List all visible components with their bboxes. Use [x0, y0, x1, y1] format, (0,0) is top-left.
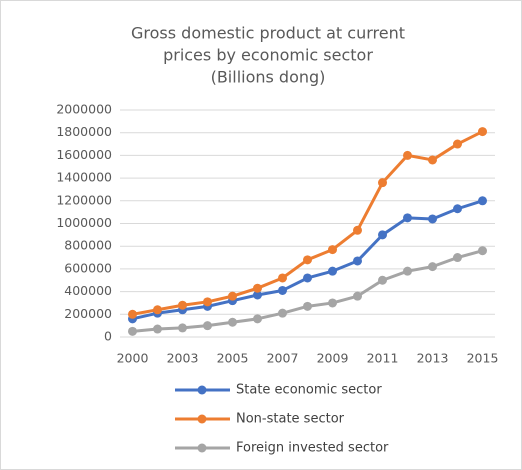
chart-title: (Billions dong) [211, 68, 326, 87]
data-point [403, 266, 412, 276]
x-tick-label: 2013 [417, 351, 449, 366]
data-point [203, 321, 212, 331]
data-point [153, 324, 162, 334]
data-point [428, 214, 437, 224]
y-tick-label: 200000 [64, 306, 112, 321]
legend-label: Non-state sector [236, 412, 345, 427]
data-point [453, 139, 462, 149]
x-tick-label: 2000 [117, 351, 149, 366]
y-tick-label: 600000 [64, 260, 112, 275]
x-tick-label: 2011 [367, 351, 399, 366]
data-point [228, 317, 237, 327]
data-point [253, 283, 262, 293]
data-point [178, 300, 187, 310]
data-point [303, 255, 312, 265]
data-point [178, 323, 187, 333]
data-point [128, 309, 137, 319]
x-tick-label: 2003 [167, 351, 199, 366]
data-point [203, 297, 212, 307]
y-tick-label: 400000 [64, 283, 112, 298]
data-point [253, 290, 262, 300]
data-point [303, 273, 312, 283]
data-point [403, 213, 412, 223]
data-point [328, 266, 337, 276]
data-point [378, 230, 387, 240]
data-point [478, 127, 487, 137]
data-point [328, 298, 337, 308]
data-point [403, 150, 412, 160]
data-point [353, 291, 362, 301]
legend-label: State economic sector [236, 383, 382, 398]
data-point [453, 253, 462, 263]
data-point [378, 178, 387, 188]
x-tick-label: 2005 [217, 351, 249, 366]
y-tick-label: 1800000 [56, 124, 112, 139]
data-point [328, 245, 337, 255]
data-point [478, 246, 487, 256]
data-point [278, 285, 287, 295]
legend-swatch [197, 443, 207, 453]
y-tick-label: 1600000 [56, 147, 112, 162]
y-tick-label: 1000000 [56, 215, 112, 230]
y-tick-label: 1400000 [56, 170, 112, 185]
data-point [303, 301, 312, 311]
data-point [428, 155, 437, 165]
chart-title: Gross domestic product at current [131, 24, 405, 43]
legend-swatch [197, 414, 207, 424]
y-tick-label: 0 [104, 329, 112, 344]
chart-title: prices by economic sector [163, 46, 373, 65]
data-point [378, 275, 387, 285]
x-tick-label: 2015 [467, 351, 499, 366]
x-tick-label: 2007 [267, 351, 299, 366]
x-tick-label: 2009 [317, 351, 349, 366]
data-point [153, 305, 162, 315]
data-point [353, 256, 362, 266]
legend-label: Foreign invested sector [236, 441, 389, 456]
data-point [353, 225, 362, 235]
data-point [278, 308, 287, 318]
data-point [478, 196, 487, 206]
data-point [453, 204, 462, 214]
data-point [228, 291, 237, 301]
y-tick-label: 800000 [64, 238, 112, 253]
legend-swatch [197, 385, 207, 395]
data-point [278, 273, 287, 283]
data-point [428, 262, 437, 272]
y-tick-label: 2000000 [56, 102, 112, 117]
data-point [128, 326, 137, 336]
data-point [253, 314, 262, 324]
y-tick-label: 1200000 [56, 192, 112, 207]
